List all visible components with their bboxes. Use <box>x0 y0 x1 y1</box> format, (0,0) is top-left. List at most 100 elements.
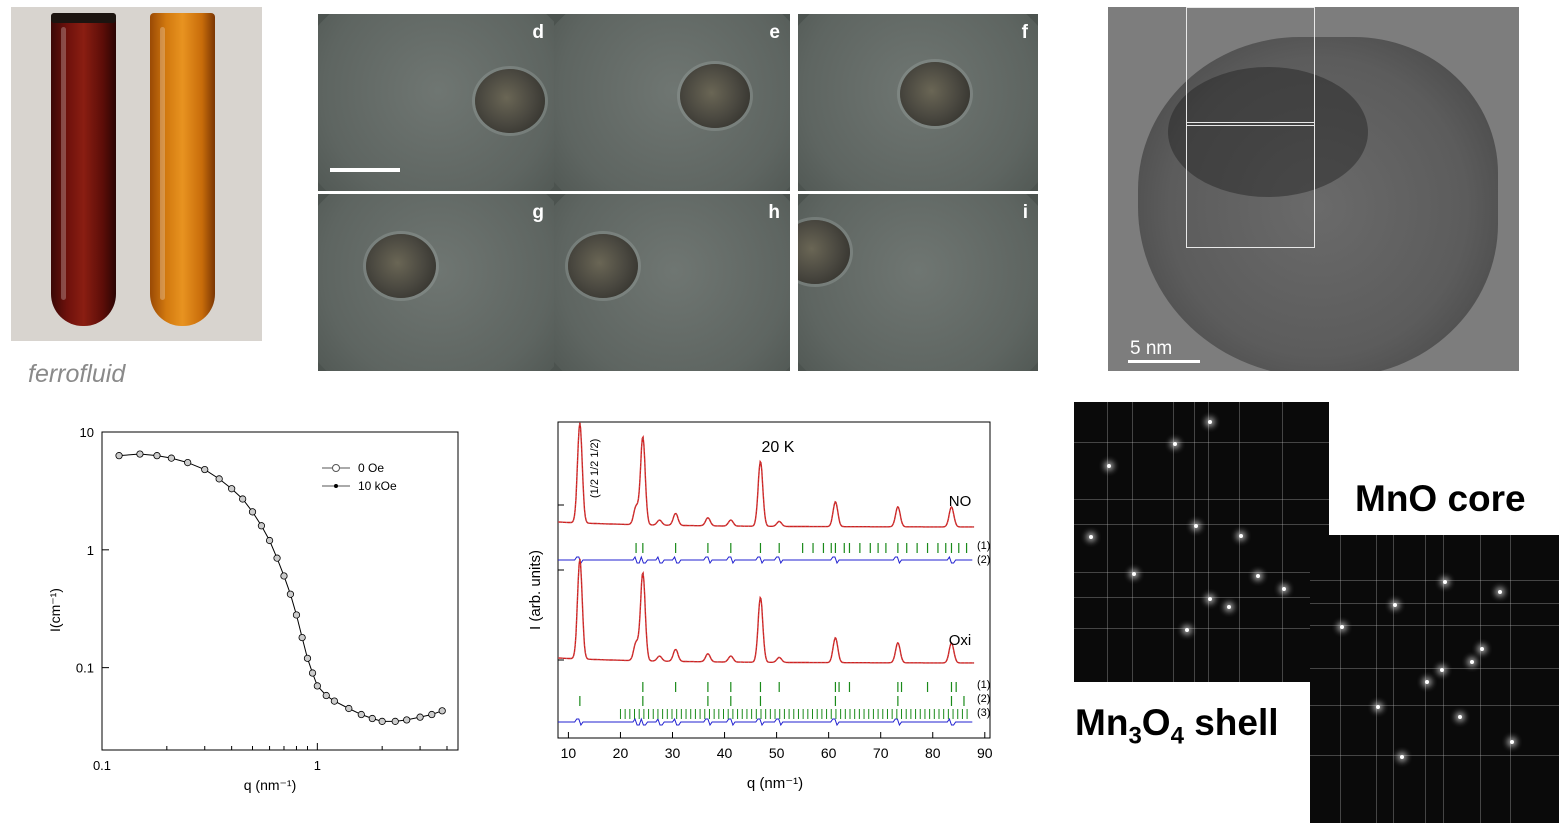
data-point-0oe <box>403 716 411 724</box>
data-point-0oe <box>280 572 288 580</box>
chart-title: 20 K <box>762 439 795 456</box>
shell-word: shell <box>1183 702 1279 743</box>
diffraction-spot <box>1376 705 1380 709</box>
data-point-0oe <box>345 704 353 713</box>
microscopy-sequence: d e f g h i <box>318 14 1038 371</box>
difference-curve <box>558 555 973 565</box>
data-point-0oe <box>184 458 192 467</box>
streak-line <box>1310 603 1559 604</box>
x-tick-label: 40 <box>717 745 733 761</box>
streak-line <box>1074 628 1329 629</box>
diffraction-spot <box>1443 580 1447 584</box>
mno-core-label: MnO core <box>1355 478 1526 519</box>
mn3o4-shell-label: Mn3O4 shell <box>1075 702 1279 750</box>
streak-line <box>1074 572 1329 573</box>
diffraction-spot <box>1227 605 1231 609</box>
diffraction-spot <box>1458 715 1462 719</box>
diffraction-spot <box>1239 534 1243 538</box>
phase-label: (1) <box>977 679 990 691</box>
streak-line <box>1393 535 1394 823</box>
x-tick-label: 10 <box>561 745 577 761</box>
diffraction-spot <box>1470 660 1474 664</box>
data-point-0oe <box>368 714 376 723</box>
micro-panel-d: d <box>318 14 554 191</box>
test-tube-dark <box>51 13 116 326</box>
diffraction-spot <box>1480 647 1484 651</box>
data-point-0oe <box>265 536 274 545</box>
x-tick-label: 90 <box>977 745 993 761</box>
x-tick-label: 20 <box>613 745 629 761</box>
data-point-0oe <box>228 485 236 493</box>
data-point-0oe <box>378 717 386 725</box>
dark-region <box>1168 67 1368 197</box>
cell <box>366 234 436 298</box>
ferrofluid-caption: ferrofluid <box>28 360 126 388</box>
diffraction-spot <box>1185 628 1189 632</box>
diffraction-spot <box>1282 587 1286 591</box>
data-point-0oe <box>313 682 321 690</box>
scale-bar <box>330 168 400 172</box>
diffraction-spot <box>1440 668 1444 672</box>
y-tick-label: 1 <box>87 543 94 558</box>
streak-line <box>1310 625 1559 626</box>
streak-line <box>1239 402 1240 682</box>
streak-line <box>1310 580 1559 581</box>
streak-line <box>1310 755 1559 756</box>
fit-curve <box>558 558 975 664</box>
x-tick-label: 0.1 <box>93 758 111 773</box>
data-point-0oe <box>273 554 281 562</box>
micro-panel-i: i <box>798 194 1038 371</box>
data-point-0oe <box>438 707 446 715</box>
streak-line <box>1340 535 1341 823</box>
fft-core-pattern <box>1310 535 1559 823</box>
data-point-0oe <box>201 465 209 474</box>
x-tick-label: 1 <box>314 758 321 773</box>
phase-label: (3) <box>977 707 990 719</box>
streak-line <box>1310 705 1559 706</box>
x-tick-label: 50 <box>769 745 785 761</box>
legend-marker <box>332 464 340 472</box>
streak-line <box>1107 402 1108 682</box>
difference-curve <box>558 717 973 727</box>
plot-frame <box>101 431 459 751</box>
streak-line <box>1510 535 1511 823</box>
data-point-0oe <box>298 633 306 642</box>
micro-panel-g: g <box>318 194 554 371</box>
data-point-0oe <box>167 454 175 462</box>
y-tick-label: 0.1 <box>76 661 94 676</box>
diffraction-spot <box>1393 603 1397 607</box>
data-point-0oe <box>330 697 338 705</box>
diffraction-spot <box>1194 524 1198 528</box>
data-point-0oe <box>292 611 301 619</box>
cell <box>900 62 970 126</box>
y-axis-label: I (arb. units) <box>527 550 544 630</box>
tem-image: 5 nm <box>1108 7 1519 371</box>
data-point-0oe <box>391 717 399 725</box>
fit-curve <box>558 422 975 528</box>
diffraction-spot <box>1498 590 1502 594</box>
cell <box>568 234 638 298</box>
streak-line <box>1310 668 1559 669</box>
cell <box>680 64 750 128</box>
streak-line <box>1282 402 1283 682</box>
diffraction-spot <box>1340 625 1344 629</box>
panel-label: g <box>532 202 544 223</box>
fft-shell-pattern <box>1074 402 1329 682</box>
data-point-0oe <box>153 452 161 460</box>
micro-panel-e: e <box>554 14 790 191</box>
tem-scale-bar <box>1128 360 1200 363</box>
data-point-0oe <box>248 508 257 516</box>
streak-line <box>1074 597 1329 598</box>
streak-line <box>1074 524 1329 525</box>
test-tube-amber <box>150 13 215 326</box>
diffraction-spot <box>1510 740 1514 744</box>
tube-cap <box>51 13 116 23</box>
streak-line <box>1443 535 1444 823</box>
x-tick-label: 70 <box>873 745 889 761</box>
x-axis-label: q (nm⁻¹) <box>747 775 803 792</box>
data-point-0oe <box>215 475 223 483</box>
data-point-0oe <box>357 710 365 719</box>
core-region-box <box>1186 122 1315 248</box>
y-tick-label: 10 <box>80 425 94 440</box>
tem-scale-label: 5 nm <box>1130 338 1173 359</box>
